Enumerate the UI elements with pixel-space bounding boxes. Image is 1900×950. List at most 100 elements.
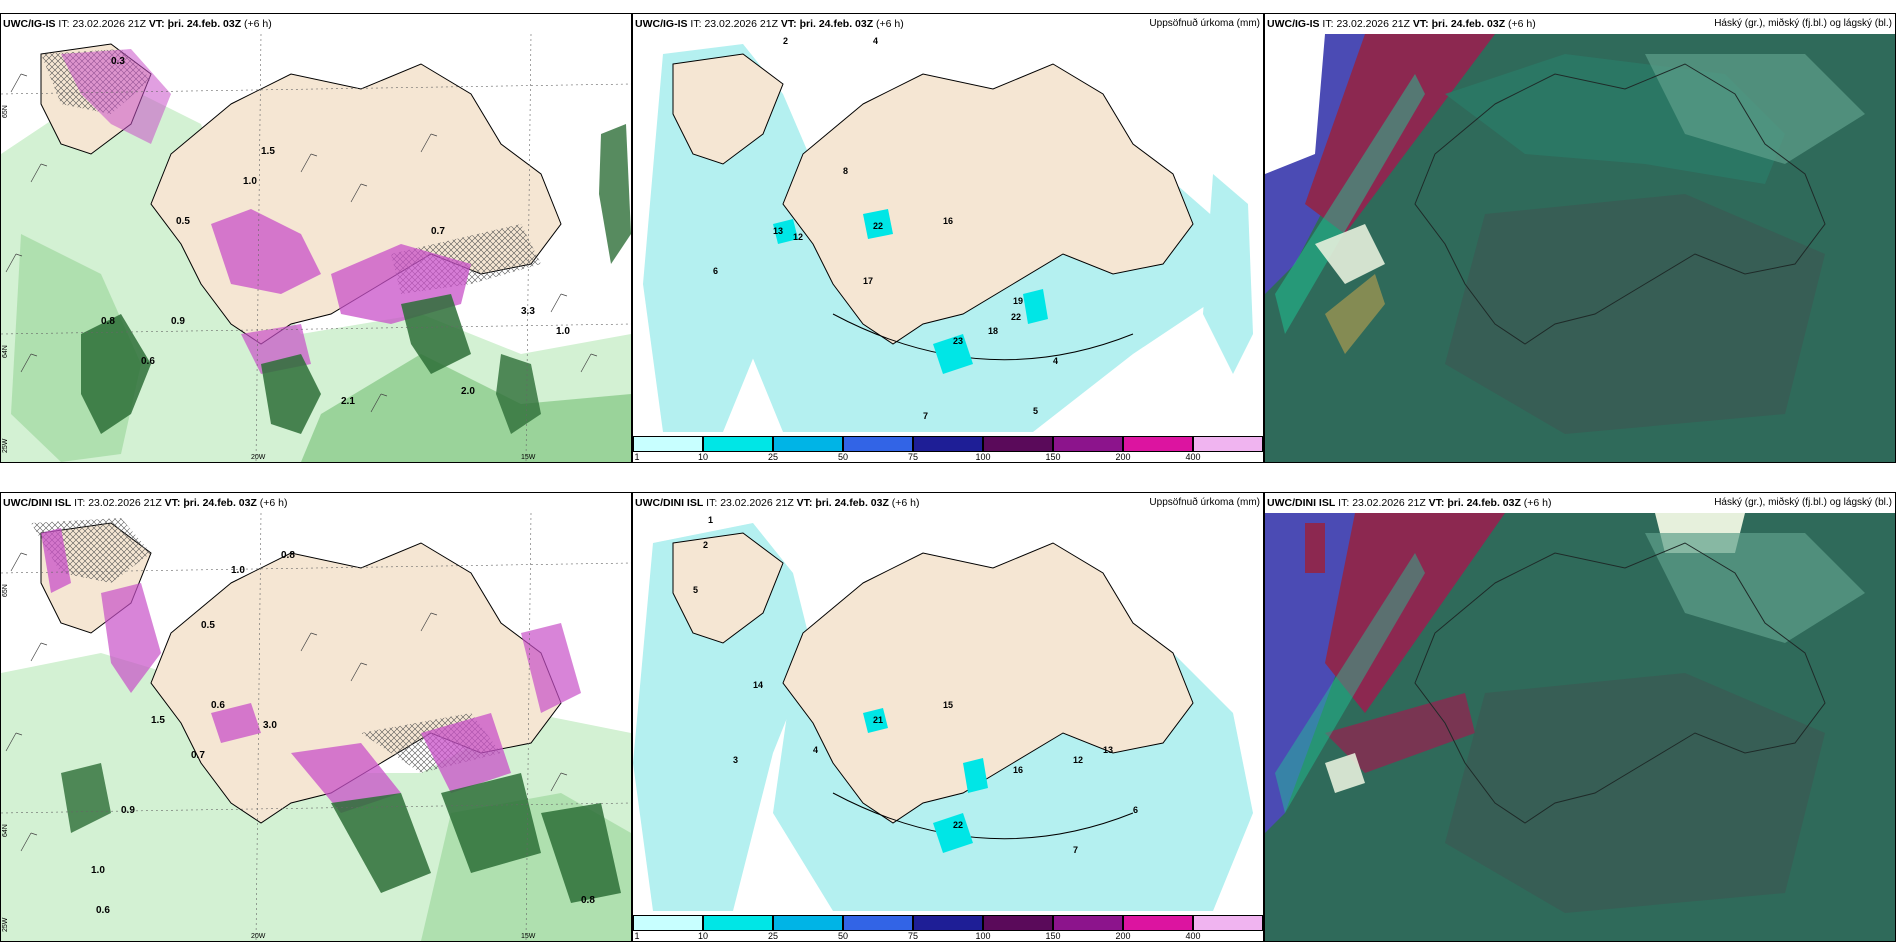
colorbar-segment (703, 436, 773, 452)
colorbar-segment (1123, 915, 1193, 931)
panel-cloud-bottom: UWC/DINI ISL IT: 23.02.2026 21Z VT: þri.… (1264, 492, 1896, 942)
map-label: 3.3 (521, 306, 535, 317)
it-value: 23.02.2026 21Z (1336, 18, 1410, 30)
colorbar-segment (843, 436, 913, 452)
it-value: 23.02.2026 21Z (720, 497, 794, 509)
it-label: IT: (690, 18, 702, 30)
map-label: 7 (1073, 845, 1078, 855)
colorbar-tick: 50 (837, 931, 849, 941)
map-label: 2 (783, 36, 788, 46)
lat-label: 64N (2, 824, 9, 837)
colorbar-tick: 75 (907, 452, 919, 462)
vt-value: þri. 24.feb. 03Z (1447, 497, 1521, 509)
map-label: 1.0 (556, 326, 570, 337)
map-label: 1.0 (231, 565, 245, 576)
panel-snow-bottom: UWC/DINI ISL IT: 23.02.2026 21Z VT: þri.… (0, 492, 632, 942)
map-label: 6 (713, 266, 718, 276)
model-name: UWC/IG-IS (3, 18, 56, 30)
precip-map: 2 4 6 8 13 12 22 16 17 19 22 23 18 4 5 7 (633, 34, 1263, 432)
map-label: 16 (1013, 765, 1023, 775)
colorbar-tick: 1 (634, 452, 640, 462)
model-name: UWC/IG-IS (1267, 18, 1320, 30)
colorbar-tick: 25 (767, 452, 779, 462)
panel-header: UWC/IG-IS IT: 23.02.2026 21Z VT: þri. 24… (1, 14, 631, 34)
map-label: 3.0 (263, 720, 277, 731)
colorbar-tick: 200 (1115, 452, 1131, 462)
it-label: IT: (1338, 497, 1350, 509)
map-label: 22 (873, 221, 883, 231)
vt-label: VT: (148, 18, 165, 30)
panel-title: Háský (gr.), miðský (fj.bl.) og lágský (… (1714, 497, 1892, 508)
panel-header: UWC/DINI ISL IT: 23.02.2026 21Z VT: þri.… (633, 493, 1263, 513)
map-label: 8 (843, 166, 848, 176)
colorbar-segment (913, 915, 983, 931)
colorbar-segment (1053, 915, 1123, 931)
map-label: 12 (793, 232, 803, 242)
vt-label: VT: (1412, 18, 1429, 30)
map-label: 0.5 (176, 216, 190, 227)
lon-label: 20W (251, 933, 266, 940)
vt-label: VT: (796, 497, 813, 509)
map-label: 12 (1073, 755, 1083, 765)
map-label: 18 (988, 326, 998, 336)
lon-label: 25W (2, 917, 9, 932)
colorbar-segment (1193, 436, 1263, 452)
vt-label: VT: (1428, 497, 1445, 509)
map-label: 14 (753, 680, 763, 690)
colorbar-tick: 25 (767, 931, 779, 941)
colorbar-tick: 50 (837, 452, 849, 462)
map-label: 1.0 (91, 865, 105, 876)
map-label: 0.6 (211, 700, 225, 711)
colorbar-segment (1193, 915, 1263, 931)
cloud-map (1265, 34, 1895, 462)
lon-label: 15W (521, 454, 536, 461)
colorbar-segment (1053, 436, 1123, 452)
lon-label: 25W (2, 438, 9, 453)
snow-map: 0.3 0.5 1.0 1.5 2.1 0.8 0.6 0.9 3.3 2.0 … (1, 34, 631, 462)
panel-snow-top: UWC/IG-IS IT: 23.02.2026 21Z VT: þri. 24… (0, 13, 632, 463)
map-label: 6 (1133, 805, 1138, 815)
map-label: 22 (1011, 312, 1021, 322)
lead-time: (+6 h) (876, 18, 904, 30)
map-label: 21 (873, 715, 883, 725)
lead-time: (+6 h) (1523, 497, 1552, 509)
map-label: 19 (1013, 296, 1023, 306)
map-label: 0.7 (191, 750, 205, 761)
map-label: 7 (923, 411, 928, 421)
map-label: 13 (773, 226, 783, 236)
map-label: 1.5 (151, 715, 165, 726)
panel-header: UWC/DINI ISL IT: 23.02.2026 21Z VT: þri.… (1265, 493, 1895, 513)
vt-label: VT: (164, 497, 181, 509)
vt-value: þri. 24.feb. 03Z (1431, 18, 1506, 30)
it-value: 23.02.2026 21Z (1352, 497, 1426, 509)
model-name: UWC/IG-IS (635, 18, 688, 30)
colorbar-segment (773, 915, 843, 931)
colorbar-tick: 150 (1045, 452, 1061, 462)
map-label: 2.1 (341, 396, 355, 407)
map-label: 17 (863, 276, 873, 286)
map-label: 4 (873, 36, 878, 46)
map-label: 5 (1033, 406, 1038, 416)
lead-time: (+6 h) (1508, 18, 1536, 30)
it-value: 23.02.2026 21Z (88, 497, 162, 509)
it-value: 23.02.2026 21Z (72, 18, 146, 30)
panel-title: Uppsöfnuð úrkoma (mm) (1149, 18, 1260, 29)
lon-label: 15W (521, 933, 536, 940)
vt-value: þri. 24.feb. 03Z (815, 497, 889, 509)
map-label: 13 (1103, 745, 1113, 755)
it-label: IT: (706, 497, 718, 509)
precip-map: 1 2 3 4 5 14 21 15 16 12 22 13 6 7 (633, 513, 1263, 911)
colorbar-tick: 150 (1045, 931, 1061, 941)
model-name: UWC/DINI ISL (3, 497, 72, 509)
colorbar-segment (843, 915, 913, 931)
map-label: 4 (813, 745, 818, 755)
map-label: 1 (708, 515, 713, 525)
panel-header: UWC/DINI ISL IT: 23.02.2026 21Z VT: þri.… (1, 493, 631, 513)
vt-value: þri. 24.feb. 03Z (167, 18, 242, 30)
colorbar-tick: 200 (1115, 931, 1131, 941)
colorbar-tick: 10 (697, 452, 709, 462)
map-label: 0.8 (581, 895, 595, 906)
vt-label: VT: (780, 18, 797, 30)
lead-time: (+6 h) (244, 18, 272, 30)
colorbar-tick: 400 (1185, 931, 1201, 941)
